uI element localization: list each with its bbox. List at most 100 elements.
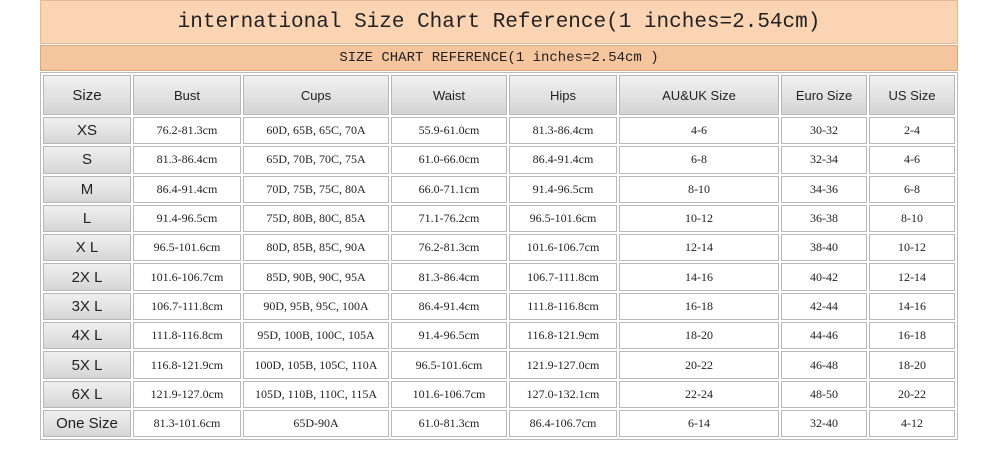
table-cell: 8-10 xyxy=(869,204,955,233)
size-cell: S xyxy=(43,146,131,174)
table-cell: 106.7-111.8cm xyxy=(509,263,617,291)
table-cell: 30-32 xyxy=(781,117,867,145)
table-cell: 100D, 105B, 105C, 110A xyxy=(243,351,389,379)
column-header: Cups xyxy=(243,75,389,115)
title: international Size Chart Reference(1 inc… xyxy=(40,0,958,44)
size-cell: 6X L xyxy=(43,380,131,408)
table-cell: 40-42 xyxy=(781,263,867,291)
table-row: 5X L 116.8-121.9cm 100D, 105B, 105C, 110A 9… xyxy=(43,351,955,379)
table-cell: 38-40 xyxy=(781,234,867,262)
table-body: XS 76.2-81.3cm 60D, 65B, 65C, 70A 55.9-61.0… xyxy=(43,117,955,438)
table-cell: 81.3-101.6cm xyxy=(133,409,241,438)
table-cell: 101.6-106.7cm xyxy=(509,234,617,262)
table-cell: 48-50 xyxy=(781,380,867,408)
table-cell: 61.0-81.3cm xyxy=(391,409,507,438)
size-cell: 2X L xyxy=(43,263,131,291)
column-header: Hips xyxy=(509,75,617,115)
table-cell: 65D, 70B, 70C, 75A xyxy=(243,146,389,174)
table-cell: 44-46 xyxy=(781,322,867,350)
column-header: Euro Size xyxy=(781,75,867,115)
table-cell: 60D, 65B, 65C, 70A xyxy=(243,117,389,145)
table-cell: 81.3-86.4cm xyxy=(509,117,617,145)
table-cell: 65D-90A xyxy=(243,409,389,438)
size-cell: 5X L xyxy=(43,351,131,379)
table-row: M 86.4-91.4cm 70D, 75B, 75C, 80A 66.0-71.1c… xyxy=(43,175,955,203)
size-cell: X L xyxy=(43,234,131,262)
table-cell: 16-18 xyxy=(869,322,955,350)
size-cell: M xyxy=(43,175,131,203)
size-cell: XS xyxy=(43,117,131,145)
table-cell: 36-38 xyxy=(781,204,867,233)
table-cell: 111.8-116.8cm xyxy=(509,292,617,321)
table-cell: 10-12 xyxy=(869,234,955,262)
table-cell: 85D, 90B, 90C, 95A xyxy=(243,263,389,291)
header-row: Size Bust Cups Waist Hips AU&UK Size Euro Size… xyxy=(43,75,955,115)
table-row: XS 76.2-81.3cm 60D, 65B, 65C, 70A 55.9-61.0… xyxy=(43,117,955,145)
table-row: S 81.3-86.4cm 65D, 70B, 70C, 75A 61.0-66.0c… xyxy=(43,146,955,174)
table-cell: 10-12 xyxy=(619,204,779,233)
table-cell: 96.5-101.6cm xyxy=(133,234,241,262)
table-cell: 86.4-91.4cm xyxy=(133,175,241,203)
table-cell: 127.0-132.1cm xyxy=(509,380,617,408)
table-cell: 16-18 xyxy=(619,292,779,321)
table-cell: 105D, 110B, 110C, 115A xyxy=(243,380,389,408)
table-cell: 86.4-106.7cm xyxy=(509,409,617,438)
table-cell: 66.0-71.1cm xyxy=(391,175,507,203)
column-header: Size xyxy=(43,75,131,115)
table-row: 2X L 101.6-106.7cm 85D, 90B, 90C, 95A 81.3-… xyxy=(43,263,955,291)
column-header: Waist xyxy=(391,75,507,115)
table-cell: 71.1-76.2cm xyxy=(391,204,507,233)
table-cell: 121.9-127.0cm xyxy=(509,351,617,379)
table-cell: 121.9-127.0cm xyxy=(133,380,241,408)
table-cell: 96.5-101.6cm xyxy=(391,351,507,379)
table-cell: 18-20 xyxy=(869,351,955,379)
table-cell: 81.3-86.4cm xyxy=(391,263,507,291)
table-cell: 18-20 xyxy=(619,322,779,350)
table-row: One Size 81.3-101.6cm 65D-90A 61.0-81.3cm 86… xyxy=(43,409,955,438)
table-cell: 32-34 xyxy=(781,146,867,174)
table-cell: 2-4 xyxy=(869,117,955,145)
size-table: Size Bust Cups Waist Hips AU&UK Size Euro Size… xyxy=(40,72,958,441)
table-cell: 8-10 xyxy=(619,175,779,203)
size-cell: 4X L xyxy=(43,322,131,350)
table-cell: 12-14 xyxy=(619,234,779,262)
table-cell: 96.5-101.6cm xyxy=(509,204,617,233)
table-cell: 76.2-81.3cm xyxy=(133,117,241,145)
table-row: X L 96.5-101.6cm 80D, 85B, 85C, 90A 76.2-81… xyxy=(43,234,955,262)
table-cell: 116.8-121.9cm xyxy=(509,322,617,350)
table-cell: 20-22 xyxy=(869,380,955,408)
table-row: 4X L 111.8-116.8cm 95D, 100B, 100C, 105A 91… xyxy=(43,322,955,350)
table-cell: 34-36 xyxy=(781,175,867,203)
table-cell: 14-16 xyxy=(869,292,955,321)
table-cell: 81.3-86.4cm xyxy=(133,146,241,174)
table-cell: 61.0-66.0cm xyxy=(391,146,507,174)
table-cell: 42-44 xyxy=(781,292,867,321)
table-cell: 91.4-96.5cm xyxy=(133,204,241,233)
table-cell: 20-22 xyxy=(619,351,779,379)
column-header: AU&UK Size xyxy=(619,75,779,115)
table-cell: 46-48 xyxy=(781,351,867,379)
table-cell: 70D, 75B, 75C, 80A xyxy=(243,175,389,203)
subtitle: SIZE CHART REFERENCE(1 inches=2.54cm ) xyxy=(40,45,958,71)
table-cell: 86.4-91.4cm xyxy=(509,146,617,174)
column-header: Bust xyxy=(133,75,241,115)
table-cell: 14-16 xyxy=(619,263,779,291)
table-cell: 86.4-91.4cm xyxy=(391,292,507,321)
table-cell: 91.4-96.5cm xyxy=(509,175,617,203)
table-cell: 4-12 xyxy=(869,409,955,438)
table-cell: 101.6-106.7cm xyxy=(391,380,507,408)
table-row: L 91.4-96.5cm 75D, 80B, 80C, 85A 71.1-76.2c… xyxy=(43,204,955,233)
table-row: 6X L 121.9-127.0cm 105D, 110B, 110C, 115A 1… xyxy=(43,380,955,408)
size-cell: One Size xyxy=(43,409,131,438)
table-cell: 32-40 xyxy=(781,409,867,438)
table-cell: 95D, 100B, 100C, 105A xyxy=(243,322,389,350)
table-cell: 106.7-111.8cm xyxy=(133,292,241,321)
table-cell: 22-24 xyxy=(619,380,779,408)
table-cell: 55.9-61.0cm xyxy=(391,117,507,145)
table-cell: 90D, 95B, 95C, 100A xyxy=(243,292,389,321)
table-cell: 91.4-96.5cm xyxy=(391,322,507,350)
table-cell: 116.8-121.9cm xyxy=(133,351,241,379)
table-row: 3X L 106.7-111.8cm 90D, 95B, 95C, 100A 86.4… xyxy=(43,292,955,321)
table-cell: 12-14 xyxy=(869,263,955,291)
